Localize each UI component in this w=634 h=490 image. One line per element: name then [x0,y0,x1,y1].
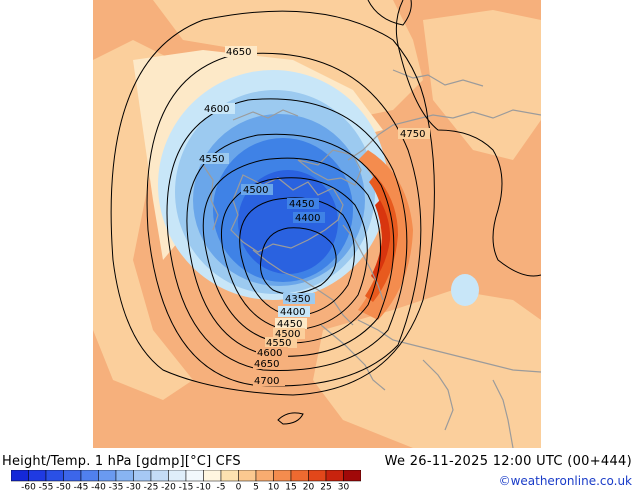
colorbar-cell [220,470,239,482]
warm-light-south [313,290,541,448]
colorbar-tick-label: 5 [253,483,259,490]
map-panel[interactable]: 4650 4600 4550 4500 4450 4400 4750 4350 … [93,0,541,448]
colorbar-tick-label: 25 [320,483,331,490]
contour-label-4500-low: 4500 [275,329,300,340]
colorbar-tick-label: -40 [91,483,106,490]
hottest-band [371,200,391,280]
contour-4500 [202,157,381,344]
contour-small-loop [277,412,304,425]
cold-patch-east [451,274,479,306]
colorbar-tick-label: -10 [196,483,211,490]
footer: Height/Temp. 1 hPa [gdmp][°C] CFS We 26-… [0,448,634,490]
colorbar: -60 -55 -50 -45 -40 -35 -30 -25 -20 -15 -10 -5 0 5 10 1… [11,470,361,490]
valid-time: We 26-11-2025 12:00 UTC (00+444) [384,454,632,469]
colorbar-cell [98,470,117,482]
credit-link[interactable]: ©weatheronline.co.uk [498,474,632,488]
contour-4700 [110,10,435,396]
contour-label-4600-low: 4600 [257,348,282,359]
contour-4350 [260,227,337,295]
colorbar-tick-label: -60 [21,483,36,490]
colorbar-tick-label: 15 [285,483,296,490]
colorbar-tick-label: -50 [56,483,71,490]
contour-label-4400-mid: 4400 [295,213,320,224]
colorbar-cell [28,470,47,482]
contour-label-4650-top: 4650 [226,47,251,58]
colorbar-tick-label: -35 [109,483,124,490]
contour-4750 [395,0,541,277]
contour-4750-north [367,0,412,26]
colorbar-cell [290,470,309,482]
warm-band [358,150,413,320]
colorbar-cell [325,470,344,482]
colorbar-tick-label: -5 [217,483,226,490]
map-svg: 4650 4600 4550 4500 4450 4400 4750 4350 … [93,0,541,448]
warm-light-region-west [93,40,193,400]
contour-label-4550-low: 4550 [266,338,291,349]
colorbar-cell [11,470,29,482]
contour-label-4350: 4350 [285,294,310,305]
colorbar-cell [238,470,257,482]
colorbar-tick-label: -45 [74,483,89,490]
contour-label-4500-mid: 4500 [243,185,268,196]
colorbar-tick-label: -15 [179,483,194,490]
colorbar-cell [255,470,274,482]
colorbar-tick-label: 0 [236,483,242,490]
colorbar-cell [185,470,204,482]
colorbar-tick-label: -30 [126,483,141,490]
warm-light-northeast [423,10,541,160]
contour-labels: 4650 4600 4550 4500 4450 4400 4750 4350 … [197,46,430,387]
contour-label-4450-low: 4450 [277,319,302,330]
hot-band [365,175,398,302]
colorbar-cell [273,470,292,482]
contour-label-4550-top: 4550 [199,154,224,165]
colorbar-tick-label: -20 [161,483,176,490]
colorbar-tick-label: -25 [144,483,159,490]
contour-label-4700: 4700 [254,376,279,387]
contour-label-4450-mid: 4450 [289,199,314,210]
colorbar-cell [45,470,64,482]
colorbar-tick-label: 20 [303,483,315,490]
colorbar-cell [115,470,134,482]
colorbar-tick-label: -55 [39,483,54,490]
contour-label-4600-top: 4600 [204,104,229,115]
colorbar-cell [63,470,82,482]
colorbar-cell [168,470,187,482]
colorbar-cells [11,470,361,482]
colorbar-labels: -60 -55 -50 -45 -40 -35 -30 -25 -20 -15 -10 -5 0 5 10 1… [21,483,349,490]
colorbar-cell [308,470,327,482]
contour-4650 [146,52,422,387]
colorbar-cell [203,470,222,482]
colorbar-cell [80,470,99,482]
colorbar-tick-label: 30 [338,483,350,490]
colorbar-cell [133,470,152,482]
map-title: Height/Temp. 1 hPa [gdmp][°C] CFS [2,454,241,469]
contour-4550 [186,133,395,357]
colorbar-cell [343,470,361,482]
colorbar-cell [150,470,169,482]
colorbar-tick-label: 10 [268,483,280,490]
contour-label-4650-low: 4650 [254,359,279,370]
contour-label-4750: 4750 [400,129,425,140]
contour-label-4400-low: 4400 [280,307,305,318]
